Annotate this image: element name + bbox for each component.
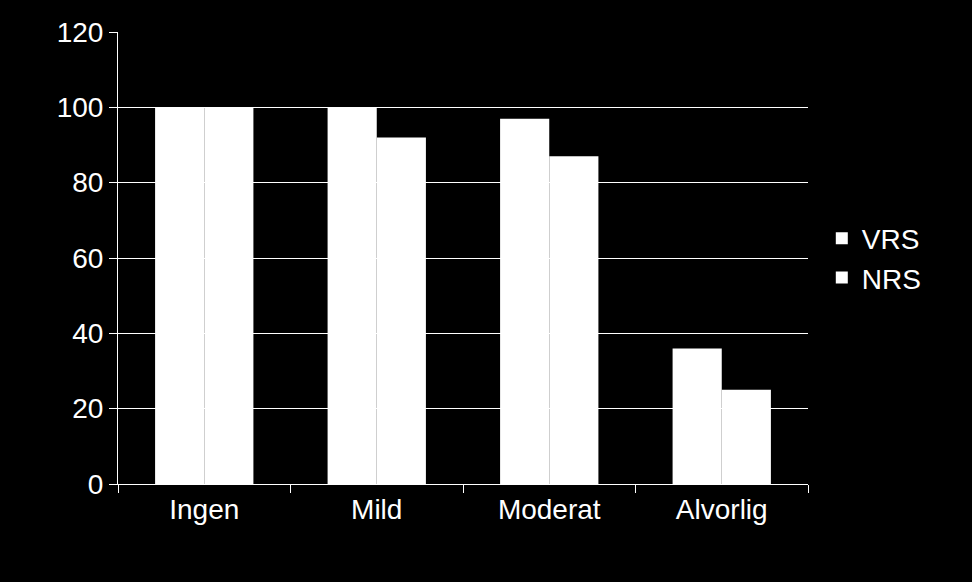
svg-text:0: 0 xyxy=(88,469,104,500)
svg-text:100: 100 xyxy=(57,92,104,123)
svg-text:VRS: VRS xyxy=(862,224,920,255)
svg-text:20: 20 xyxy=(72,393,103,424)
svg-text:NRS: NRS xyxy=(862,264,921,295)
svg-text:60: 60 xyxy=(72,243,103,274)
svg-text:80: 80 xyxy=(72,167,103,198)
svg-text:40: 40 xyxy=(72,318,103,349)
svg-text:Ingen: Ingen xyxy=(169,494,239,525)
svg-text:Mild: Mild xyxy=(351,494,402,525)
svg-text:120: 120 xyxy=(57,17,104,48)
svg-text:Alvorlig: Alvorlig xyxy=(676,494,768,525)
svg-text:Moderat: Moderat xyxy=(498,494,601,525)
